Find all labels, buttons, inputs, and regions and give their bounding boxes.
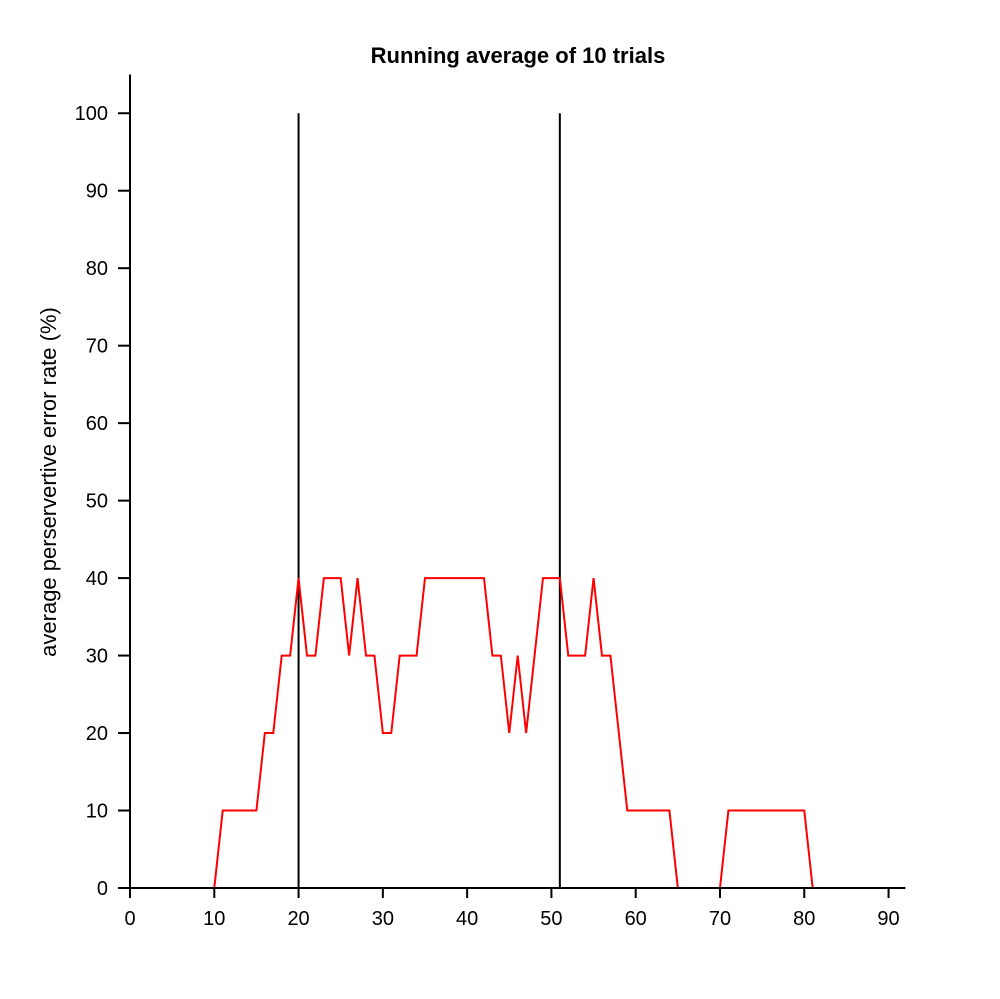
x-tick-label: 80 <box>793 908 815 930</box>
y-tick-label: 20 <box>86 723 108 745</box>
y-axis-label: average perservertive error rate (%) <box>36 307 61 657</box>
x-tick-label: 50 <box>540 908 562 930</box>
x-tick-label: 70 <box>709 908 731 930</box>
x-tick-label: 60 <box>625 908 647 930</box>
series-line <box>138 577 906 889</box>
y-tick-label: 60 <box>86 413 108 435</box>
y-tick-label: 50 <box>86 491 108 513</box>
x-tick-label: 20 <box>287 908 309 930</box>
x-tick-label: 40 <box>456 908 478 930</box>
reference-lines <box>297 113 561 888</box>
x-tick-label: 0 <box>124 908 135 930</box>
axes: 0 10 20 30 40 50 60 70 80 90 0 10 20 30 40 50 60 70 80 90 10… <box>75 74 906 930</box>
y-tick-label: 30 <box>86 646 108 668</box>
chart-title: Running average of 10 trials <box>371 43 666 68</box>
y-tick-label: 0 <box>97 878 108 900</box>
y-tick-label: 40 <box>86 568 108 590</box>
y-tick-label: 70 <box>86 336 108 358</box>
y-tick-label: 100 <box>75 103 108 125</box>
y-tick-label: 80 <box>86 258 108 280</box>
y-tick-label: 10 <box>86 801 108 823</box>
x-tick-label: 90 <box>877 908 899 930</box>
series-group <box>138 577 906 889</box>
x-tick-label: 10 <box>203 908 225 930</box>
x-tick-label: 30 <box>372 908 394 930</box>
y-tick-label: 90 <box>86 181 108 203</box>
